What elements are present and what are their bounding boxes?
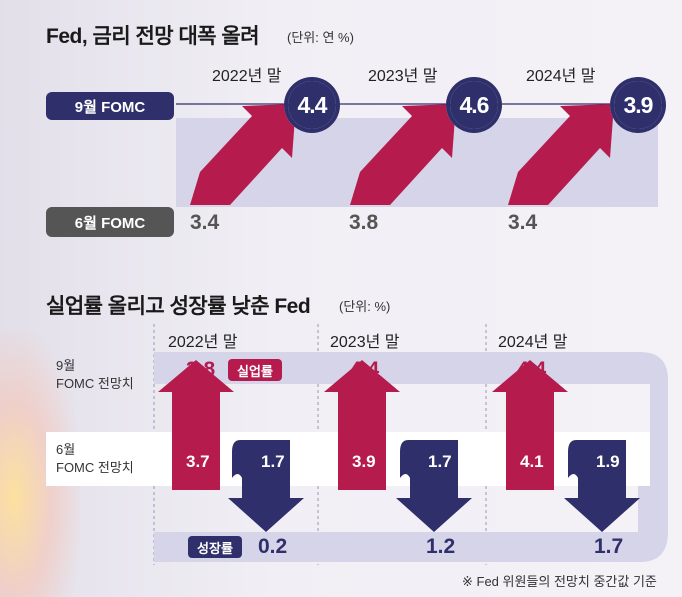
footnote: ※ Fed 위원들의 전망치 중간값 기준 xyxy=(462,574,657,589)
chart2-growth-sep-1: 0.2 xyxy=(258,535,288,558)
chart2-sep-label-line2: FOMC 전망치 xyxy=(56,376,134,391)
chart1-unit: (단위: 연 %) xyxy=(287,30,354,45)
chart2-unemp-sep-2: 4.4 xyxy=(350,358,380,381)
chart2-unemp-arrow-3 xyxy=(492,360,568,490)
chart1-sep-value-1: 4.4 xyxy=(288,81,336,129)
chart2-jun-label: 6월 FOMC 전망치 xyxy=(56,441,134,477)
chart1-year-2: 2023년 말 xyxy=(368,68,438,85)
chart2-unemp-sep-1: 3.8 xyxy=(186,358,216,381)
chart1-arrow-3 xyxy=(508,104,614,205)
unemployment-tag: 실업률 xyxy=(228,359,282,381)
chart1-arrow-1 xyxy=(190,104,296,205)
chart1-jun-value-2: 3.8 xyxy=(349,211,379,234)
chart2-growth-jun-2: 1.7 xyxy=(428,452,452,471)
chart2-title: 실업률 올리고 성장률 낮춘 Fed xyxy=(46,295,311,318)
chart1-graphics xyxy=(176,103,658,207)
chart2-year-1: 2022년 말 xyxy=(168,334,238,351)
chart1-title: Fed, 금리 전망 대폭 올려 xyxy=(46,25,260,48)
growth-tag: 성장률 xyxy=(188,536,242,558)
chart1-sep-circle-3: 3.9 xyxy=(610,77,666,133)
chart1-year-1: 2022년 말 xyxy=(212,68,282,85)
chart2-unit: (단위: %) xyxy=(339,299,391,314)
chart2-growth-arrow-2 xyxy=(396,440,472,532)
chart1-row-jun-label: 6월 FOMC xyxy=(46,207,174,237)
chart2-growth-jun-3: 1.9 xyxy=(596,452,620,471)
chart1-sep-value-2: 4.6 xyxy=(450,81,498,129)
chart2-unemp-jun-1: 3.7 xyxy=(186,452,210,471)
chart1-arrow-2 xyxy=(350,104,456,205)
chart1-sep-circle-1: 4.4 xyxy=(284,77,340,133)
chart2-growth-arrow-1 xyxy=(228,440,304,532)
chart1-sep-circle-2: 4.6 xyxy=(446,77,502,133)
chart1-sep-value-3: 3.9 xyxy=(614,81,662,129)
chart1-row-sep-label: 9월 FOMC xyxy=(46,92,174,120)
chart2-year-3: 2024년 말 xyxy=(498,334,568,351)
chart2-sep-label: 9월 FOMC 전망치 xyxy=(56,357,134,393)
chart1-jun-value-3: 3.4 xyxy=(508,211,538,234)
chart2-sep-label-line1: 9월 xyxy=(56,358,76,373)
chart2-unemp-arrow-2 xyxy=(324,360,400,490)
chart2-jun-label-line2: FOMC 전망치 xyxy=(56,460,134,475)
chart2-jun-label-line1: 6월 xyxy=(56,442,76,457)
chart2-unemp-jun-2: 3.9 xyxy=(352,452,376,471)
chart2-growth-sep-3: 1.7 xyxy=(594,535,624,558)
chart2-unemp-jun-3: 4.1 xyxy=(520,452,544,471)
chart2-unemp-sep-3: 4.4 xyxy=(517,358,547,381)
chart2-unemp-arrow-1 xyxy=(158,360,234,490)
chart2-growth-sep-2: 1.2 xyxy=(426,535,456,558)
chart1-year-3: 2024년 말 xyxy=(526,68,596,85)
chart1-jun-value-1: 3.4 xyxy=(190,211,220,234)
chart2-growth-jun-1: 1.7 xyxy=(261,452,285,471)
chart2-growth-arrow-3 xyxy=(564,440,640,532)
chart2-year-2: 2023년 말 xyxy=(330,334,400,351)
